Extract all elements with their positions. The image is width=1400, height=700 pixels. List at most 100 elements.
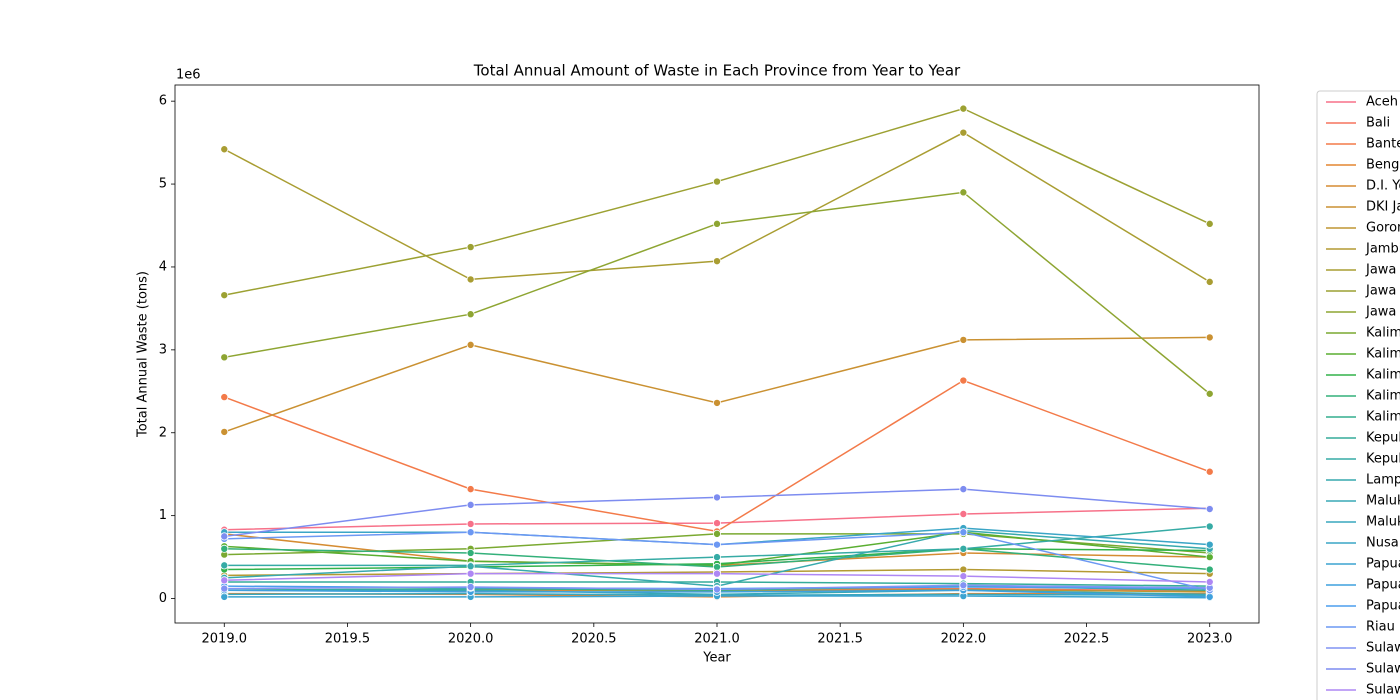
- data-point: [713, 257, 722, 266]
- data-point: [220, 145, 229, 154]
- data-point: [1205, 277, 1214, 286]
- data-point: [220, 532, 229, 541]
- data-point: [466, 548, 475, 557]
- data-point: [1205, 333, 1214, 342]
- legend-label: Papua Barat Daya: [1366, 599, 1400, 614]
- legend-label: Bengkulu: [1366, 158, 1400, 173]
- data-point: [466, 562, 475, 571]
- data-point: [1205, 522, 1214, 531]
- legend-label: Jawa Timur: [1365, 305, 1400, 320]
- data-point: [959, 104, 968, 113]
- data-point: [959, 188, 968, 197]
- data-point: [466, 340, 475, 349]
- data-point: [220, 561, 229, 570]
- legend-label: Kalimantan Selatan: [1366, 347, 1400, 362]
- legend-label: Gorontalo: [1366, 221, 1400, 236]
- data-point: [959, 565, 968, 574]
- y-offset-label: 1e6: [176, 68, 201, 83]
- y-tick-label: 6: [159, 94, 167, 109]
- data-point: [1205, 565, 1214, 574]
- legend-label: Maluku: [1366, 494, 1400, 509]
- data-point: [1205, 577, 1214, 586]
- data-point: [466, 582, 475, 591]
- data-point: [220, 592, 229, 601]
- data-point: [959, 528, 968, 537]
- legend-label: Kalimantan Tengah: [1366, 368, 1400, 383]
- legend-label: Sulawesi Tengah: [1366, 683, 1400, 698]
- x-tick-label: 2020.0: [448, 632, 494, 647]
- legend-label: Sulawesi Barat: [1366, 641, 1400, 656]
- y-tick-label: 0: [159, 591, 167, 606]
- data-point: [713, 585, 722, 594]
- legend-label: Riau: [1366, 620, 1395, 635]
- y-tick-label: 2: [159, 425, 167, 440]
- data-point: [466, 519, 475, 528]
- legend-label: D.I. Yogyakarta: [1366, 179, 1400, 194]
- data-point: [959, 485, 968, 494]
- data-point: [220, 291, 229, 300]
- data-point: [1205, 219, 1214, 228]
- data-point: [220, 427, 229, 436]
- data-point: [959, 572, 968, 581]
- data-point: [959, 335, 968, 344]
- data-point: [959, 581, 968, 590]
- data-point: [466, 275, 475, 284]
- legend-label: Kalimantan Barat: [1366, 326, 1400, 341]
- legend-label: Kepulauan Riau: [1366, 452, 1400, 467]
- x-tick-label: 2019.0: [202, 632, 248, 647]
- legend-label: Nusa Tenggara Barat: [1366, 536, 1400, 551]
- data-point: [220, 576, 229, 585]
- x-tick-label: 2021.0: [694, 632, 740, 647]
- legend-label: Banten: [1366, 137, 1400, 152]
- data-point: [466, 528, 475, 537]
- y-tick-label: 1: [159, 508, 167, 523]
- data-point: [466, 485, 475, 494]
- data-point: [959, 128, 968, 137]
- x-axis-label: Year: [702, 651, 731, 666]
- data-point: [1205, 540, 1214, 549]
- data-point: [713, 553, 722, 562]
- y-tick-label: 5: [159, 177, 167, 192]
- x-tick-label: 2019.5: [325, 632, 371, 647]
- x-tick-label: 2022.5: [1064, 632, 1110, 647]
- legend-label: Papua Barat: [1366, 578, 1400, 593]
- legend-label: Kepulauan Bangka Belitung: [1366, 431, 1400, 446]
- data-point: [466, 500, 475, 509]
- x-tick-label: 2020.5: [571, 632, 617, 647]
- legend-label: Maluku Utara: [1366, 515, 1400, 530]
- x-tick-label: 2022.0: [941, 632, 987, 647]
- y-axis-label: Total Annual Waste (tons): [136, 271, 151, 438]
- x-tick-label: 2023.0: [1187, 632, 1233, 647]
- data-point: [466, 569, 475, 578]
- plot-frame: [174, 84, 1260, 624]
- x-tick-label: 2021.5: [817, 632, 863, 647]
- data-point: [220, 584, 229, 593]
- legend-label: Jawa Barat: [1365, 263, 1400, 278]
- data-point: [713, 219, 722, 228]
- legend-frame: [1316, 90, 1400, 700]
- data-point: [220, 544, 229, 553]
- data-point: [713, 519, 722, 528]
- data-point: [713, 398, 722, 407]
- legend-label: Jawa Tengah: [1365, 284, 1400, 299]
- data-point: [713, 569, 722, 578]
- data-point: [713, 177, 722, 186]
- data-point: [1205, 505, 1214, 514]
- chart-title: Total Annual Amount of Waste in Each Pro…: [473, 62, 961, 80]
- data-point: [713, 563, 722, 572]
- data-point: [959, 509, 968, 518]
- legend: Aceh Bali Banten Bengkulu D.I. Yogyakarta DKI…: [1316, 90, 1400, 700]
- legend-label: Sulawesi Selatan: [1366, 662, 1400, 677]
- y-tick-label: 4: [159, 259, 167, 274]
- data-point: [1205, 467, 1214, 476]
- data-point: [220, 393, 229, 402]
- legend-label: Aceh: [1366, 95, 1398, 110]
- y-tick-label: 3: [159, 342, 167, 357]
- data-point: [1205, 553, 1214, 562]
- data-point: [959, 544, 968, 553]
- legend-label: Jambi: [1365, 242, 1400, 257]
- legend-label: Kalimantan Timur: [1366, 389, 1400, 404]
